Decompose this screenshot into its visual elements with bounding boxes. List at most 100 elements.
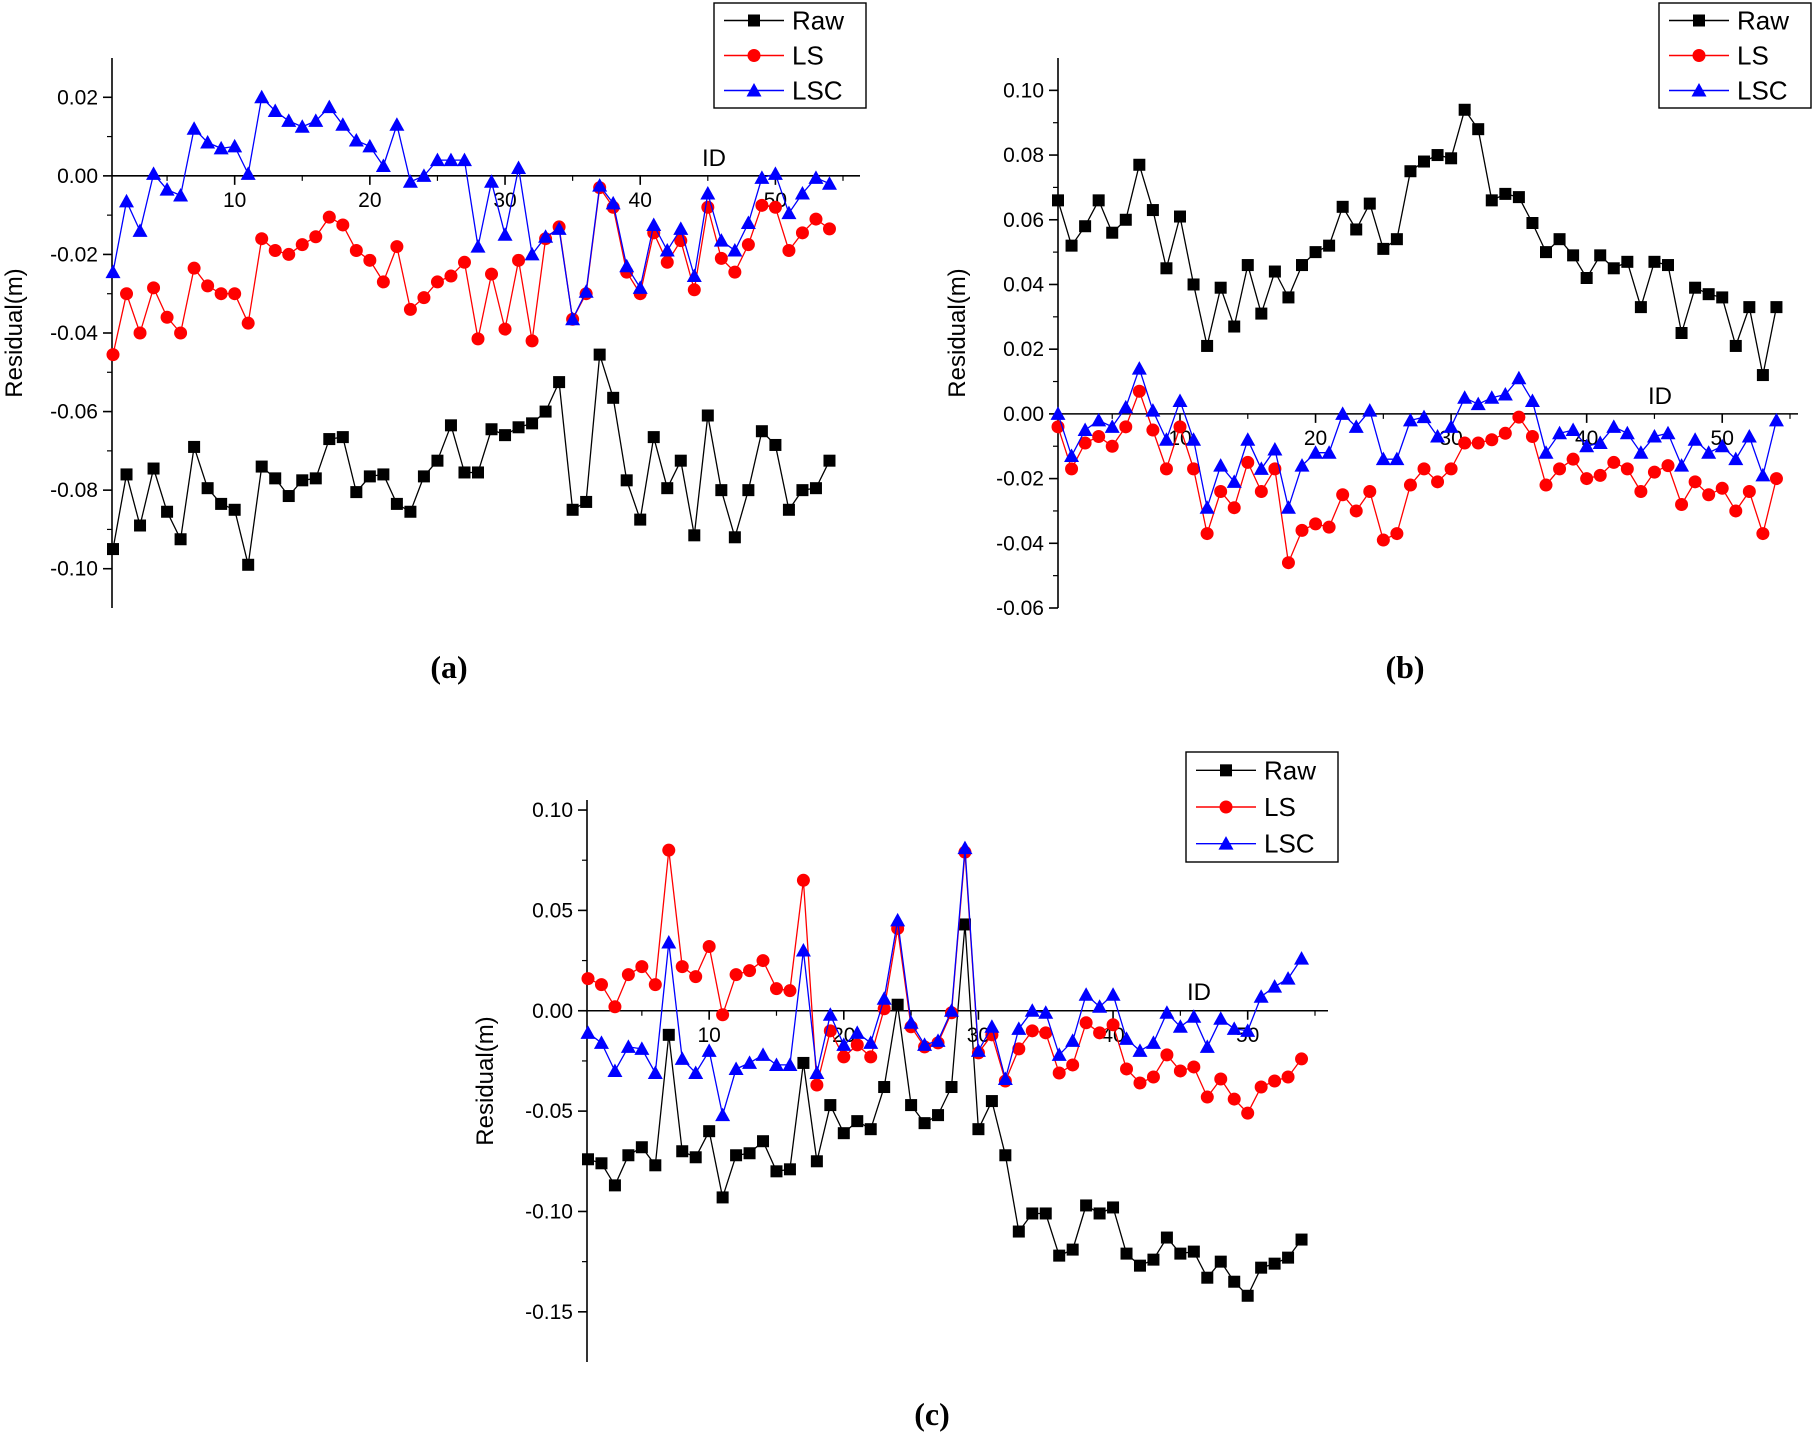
data-point-ls: [255, 232, 269, 246]
y-tick-label: 0.00: [532, 1000, 573, 1023]
data-point-raw: [1174, 210, 1186, 223]
data-point-ls: [1539, 478, 1553, 492]
data-point-raw: [769, 438, 782, 451]
data-point-ls: [687, 283, 701, 297]
data-point-raw: [1160, 262, 1173, 275]
data-point-ls: [160, 310, 174, 324]
data-point-ls: [594, 978, 608, 992]
data-point-ls: [457, 255, 471, 269]
data-point-lsc: [456, 152, 472, 167]
y-tick-label: -0.06: [50, 401, 98, 424]
data-point-lsc: [646, 217, 662, 231]
data-point-ls: [1052, 1066, 1066, 1080]
data-point-lsc: [227, 138, 243, 153]
data-point-lsc: [1267, 441, 1283, 456]
data-point-ls: [1159, 462, 1173, 476]
data-point-raw: [1119, 213, 1132, 226]
y-tick-label: -0.04: [50, 322, 98, 345]
data-point-ls: [850, 1038, 864, 1052]
data-point-raw: [647, 431, 660, 444]
data-point-lsc: [1294, 458, 1310, 472]
series-ls: [1051, 384, 1783, 570]
data-point-ls: [1417, 462, 1431, 476]
data-point-raw: [878, 1081, 891, 1094]
data-point-lsc: [375, 158, 391, 173]
data-point-lsc: [1701, 445, 1717, 459]
x-axis-title: ID: [1187, 979, 1211, 1006]
data-point-raw: [147, 462, 160, 475]
data-point-raw: [823, 454, 836, 467]
data-point-raw: [1743, 301, 1756, 314]
data-point-lsc: [1172, 1019, 1188, 1033]
data-point-lsc: [821, 176, 837, 190]
data-point-lsc: [781, 205, 797, 220]
data-point-raw: [1607, 262, 1620, 275]
data-point-raw: [1336, 200, 1349, 213]
data-point-lsc: [755, 1047, 771, 1061]
data-point-raw: [580, 495, 593, 508]
data-point-raw: [662, 1028, 675, 1041]
data-point-raw: [1512, 191, 1525, 204]
data-point-lsc: [1240, 1023, 1256, 1037]
y-tick-label: 0.10: [532, 799, 573, 822]
data-point-lsc: [984, 1019, 1000, 1033]
y-tick-label: 0.04: [1003, 273, 1044, 296]
data-point-lsc: [254, 89, 270, 104]
data-point-raw: [1309, 246, 1322, 259]
data-point-ls: [1241, 455, 1255, 469]
data-point-lsc: [1457, 390, 1473, 404]
data-point-ls: [1133, 1076, 1147, 1090]
data-point-lsc: [580, 1025, 596, 1039]
data-point-ls: [795, 226, 809, 240]
data-point-raw: [607, 391, 620, 404]
data-point-raw: [1187, 1245, 1200, 1258]
data-point-ls: [729, 968, 743, 982]
series-lsc: [580, 840, 1310, 1122]
data-point-raw: [174, 533, 187, 546]
data-point-lsc: [1253, 989, 1269, 1003]
data-point-ls: [1322, 520, 1336, 534]
data-point-ls: [1241, 1106, 1255, 1120]
data-point-lsc: [159, 182, 175, 196]
data-point-ls: [1119, 420, 1133, 434]
data-point-ls: [106, 348, 120, 362]
data-point-ls: [363, 253, 377, 267]
data-point-ls: [809, 212, 823, 226]
data-point-raw: [824, 1099, 837, 1112]
y-tick-label: 0.00: [57, 165, 98, 188]
data-point-raw: [444, 419, 457, 432]
data-point-lsc: [416, 168, 432, 182]
data-point-raw: [757, 1135, 770, 1148]
x-tick-label: 40: [629, 189, 652, 212]
data-point-raw: [1350, 223, 1363, 236]
data-point-lsc: [849, 1025, 865, 1039]
data-point-raw: [1052, 194, 1064, 207]
data-point-lsc: [1280, 500, 1296, 514]
series-lsc: [1050, 361, 1784, 514]
data-point-ls: [1661, 459, 1675, 473]
data-point-raw: [1296, 259, 1308, 272]
data-point-lsc: [890, 912, 906, 927]
data-point-lsc: [1606, 419, 1622, 433]
data-point-ls: [1756, 527, 1770, 541]
series-line-lsc: [112, 95, 830, 322]
data-point-lsc: [970, 1043, 986, 1057]
data-point-ls: [1295, 523, 1309, 537]
data-point-ls: [1160, 1048, 1174, 1062]
data-point-ls: [1742, 485, 1756, 499]
legend-label-raw: Raw: [1737, 6, 1789, 36]
data-point-raw: [770, 1165, 783, 1178]
data-point-ls: [1187, 1060, 1201, 1074]
data-point-raw: [1201, 339, 1214, 352]
data-point-raw: [1404, 165, 1417, 178]
data-point-ls: [1498, 426, 1512, 440]
data-point-ls: [1146, 423, 1160, 437]
data-point-raw: [810, 1155, 823, 1168]
data-point-lsc: [1484, 390, 1500, 404]
y-tick-label: 0.02: [1003, 338, 1044, 361]
data-point-lsc: [389, 117, 405, 131]
data-point-ls: [864, 1050, 878, 1064]
data-point-lsc: [1470, 396, 1486, 411]
data-point-lsc: [647, 1065, 663, 1079]
data-point-raw: [1418, 155, 1430, 168]
